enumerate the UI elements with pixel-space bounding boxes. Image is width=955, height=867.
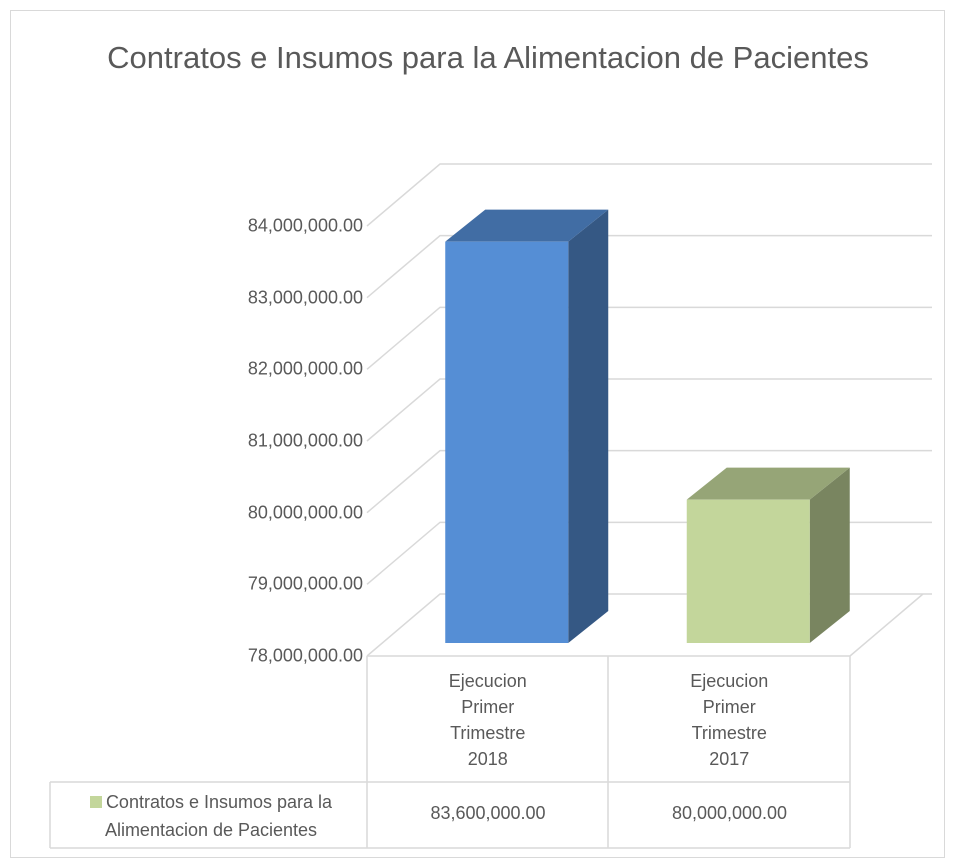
floor-edge bbox=[849, 593, 924, 657]
y-tick-label: 80,000,000.00 bbox=[247, 502, 363, 523]
legend-label: Contratos e Insumos para la Alimentacion… bbox=[104, 792, 333, 840]
bar-top bbox=[686, 467, 850, 500]
grid-line bbox=[366, 163, 932, 227]
bar bbox=[686, 499, 810, 643]
grid-line bbox=[366, 449, 932, 514]
bar-side bbox=[568, 209, 609, 643]
chart-title: Contratos e Insumos para la Alimentacion… bbox=[107, 40, 869, 75]
y-tick-label: 84,000,000.00 bbox=[247, 215, 363, 236]
y-tick-label: 83,000,000.00 bbox=[247, 287, 363, 308]
table-value: 83,600,000.00 bbox=[430, 803, 546, 823]
bar-side bbox=[809, 467, 850, 643]
grid-line bbox=[366, 306, 932, 370]
y-tick-label: 79,000,000.00 bbox=[247, 573, 363, 594]
legend-swatch bbox=[89, 796, 102, 808]
bar-top bbox=[445, 209, 609, 242]
bar bbox=[445, 241, 569, 643]
chart-border bbox=[10, 10, 945, 858]
y-tick-label: 78,000,000.00 bbox=[247, 645, 363, 666]
x-tick-label: Ejecucion Primer Trimestre 2017 bbox=[690, 671, 769, 769]
grid-line bbox=[366, 234, 932, 299]
y-tick-label: 82,000,000.00 bbox=[247, 358, 363, 379]
y-tick-label: 81,000,000.00 bbox=[247, 430, 363, 451]
legend: Contratos e Insumos para la Alimentacion… bbox=[58, 788, 364, 844]
table-value: 80,000,000.00 bbox=[671, 803, 788, 823]
grid-line bbox=[366, 378, 932, 442]
x-tick-label: Ejecucion Primer Trimestre 2018 bbox=[448, 671, 527, 769]
